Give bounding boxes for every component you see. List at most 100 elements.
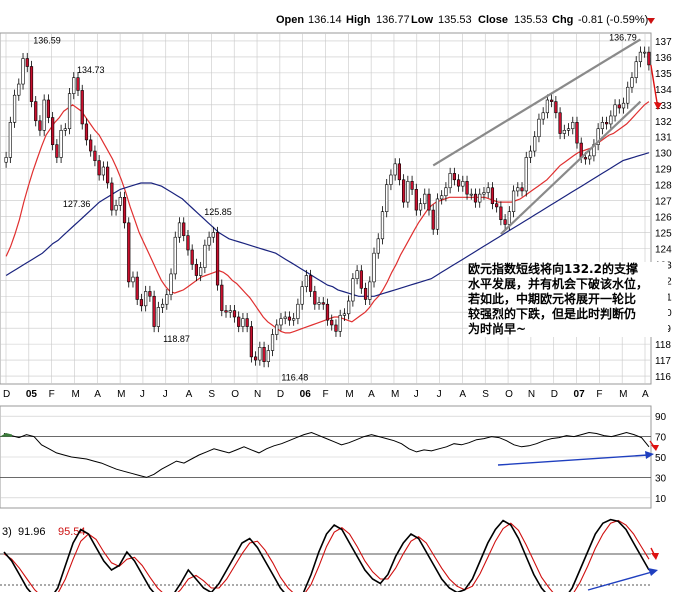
candle-body xyxy=(325,303,330,321)
candle-body xyxy=(520,187,524,192)
candle-body xyxy=(93,150,97,161)
candle-body xyxy=(144,291,148,307)
price-extreme-label: 116.48 xyxy=(281,372,308,382)
candle-body xyxy=(190,249,194,265)
x-axis-label: J xyxy=(414,389,419,400)
candle-body xyxy=(262,347,266,362)
low-value: 135.53 xyxy=(438,14,472,26)
price-extreme-label: 134.73 xyxy=(77,65,105,75)
x-axis-label: 05 xyxy=(26,389,38,400)
price-tick-label: 127 xyxy=(655,197,672,208)
candle-body xyxy=(308,275,313,292)
candle-body xyxy=(431,209,435,230)
candle-body xyxy=(4,157,8,163)
candle-body xyxy=(448,173,452,189)
candle-body xyxy=(469,193,473,196)
rsi-overbought-fill xyxy=(0,433,12,437)
price-tick-label: 134 xyxy=(655,85,672,96)
x-axis-label: J xyxy=(163,389,168,400)
candle-body xyxy=(97,160,101,176)
candle-body xyxy=(55,144,59,158)
candle-body xyxy=(334,324,338,332)
candle-body xyxy=(139,299,144,307)
rsi-tick-label: 30 xyxy=(655,473,667,484)
candle-body xyxy=(338,315,342,332)
candle-body xyxy=(296,303,300,319)
high-label: High xyxy=(346,14,371,26)
candle-body xyxy=(237,316,241,327)
candle-body xyxy=(347,300,351,315)
candle-body xyxy=(173,236,177,275)
candle-body xyxy=(313,291,317,305)
candle-body xyxy=(67,93,72,130)
candle-body xyxy=(528,150,533,158)
candle-body xyxy=(524,157,528,192)
sto-red-arrow-head-icon xyxy=(651,553,659,560)
candle-body xyxy=(634,61,638,78)
candle-body xyxy=(435,198,440,230)
candle-body xyxy=(63,128,67,131)
candle-body xyxy=(38,120,42,131)
candle-body xyxy=(292,318,296,321)
chg-value: -0.81 (-0.59%) xyxy=(578,14,648,26)
candle-body xyxy=(131,276,135,283)
candle-body xyxy=(270,334,275,351)
x-axis-label: D xyxy=(3,389,10,400)
candle-body xyxy=(283,316,287,319)
candle-body xyxy=(613,104,617,117)
candle-body xyxy=(507,211,511,225)
price-tick-label: 118 xyxy=(655,340,671,351)
price-tick-label: 128 xyxy=(655,181,672,192)
candle-body xyxy=(84,123,89,141)
candle-body xyxy=(232,310,237,318)
candle-body xyxy=(638,51,643,63)
x-axis-label: A xyxy=(459,389,466,400)
candle-body xyxy=(418,203,423,211)
candle-body xyxy=(571,122,575,130)
candle-body xyxy=(385,184,389,212)
candle-body xyxy=(575,122,579,144)
candle-body xyxy=(452,173,456,181)
candle-body xyxy=(177,222,182,238)
candle-body xyxy=(465,181,469,195)
candle-body xyxy=(393,163,397,176)
x-axis-label: J xyxy=(140,389,145,400)
candle-body xyxy=(127,222,131,283)
candle-body xyxy=(80,90,84,125)
candle-body xyxy=(156,307,160,327)
candle-body xyxy=(495,203,499,208)
candle-body xyxy=(42,99,46,131)
candle-body xyxy=(600,122,604,130)
quote-header: Open 136.14 High 136.77 Low 135.53 Close… xyxy=(276,14,655,26)
x-axis-label: F xyxy=(596,389,602,400)
candle-body xyxy=(72,77,76,94)
x-axis-label: S xyxy=(482,389,489,400)
x-axis-label: F xyxy=(49,389,55,400)
candle-body xyxy=(533,136,537,152)
candle-body xyxy=(59,130,63,158)
candle-body xyxy=(169,273,173,295)
candle-body xyxy=(211,232,215,238)
candle-body xyxy=(486,187,490,193)
candle-body xyxy=(76,77,80,91)
candle-body xyxy=(643,51,647,54)
candle-body xyxy=(604,122,609,125)
x-axis-label: A xyxy=(368,389,375,400)
candle-body xyxy=(562,130,566,134)
price-tick-label: 135 xyxy=(655,69,672,80)
x-axis-label: D xyxy=(277,389,284,400)
candle-body xyxy=(389,174,393,185)
chg-label: Chg xyxy=(552,14,573,26)
price-extreme-label: 136.59 xyxy=(33,36,61,46)
candle-body xyxy=(516,187,520,192)
candle-body xyxy=(34,101,38,122)
candle-body xyxy=(554,101,558,114)
candle-body xyxy=(245,318,249,327)
rsi-arrow-head-icon xyxy=(645,451,654,459)
candle-body xyxy=(626,86,630,104)
candle-body xyxy=(596,128,600,145)
candle-body xyxy=(105,166,110,184)
candle-body xyxy=(351,278,355,302)
price-extreme-label: 125.85 xyxy=(204,207,232,217)
candle-body xyxy=(258,347,262,361)
